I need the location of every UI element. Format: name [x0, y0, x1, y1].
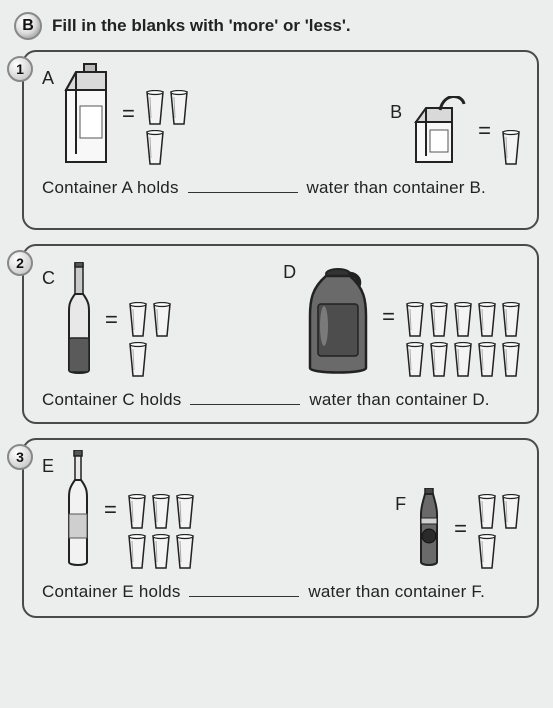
- equals-sign: =: [104, 497, 117, 523]
- glass-icon: [477, 494, 497, 530]
- figure-row: E = F =: [42, 450, 521, 570]
- milk-carton-large-icon: [62, 62, 112, 166]
- glass-icon: [477, 342, 497, 378]
- fill-blank-sentence: Container E holds water than container F…: [42, 582, 521, 602]
- glass-icon: [453, 302, 473, 338]
- glass-icon: [127, 494, 147, 530]
- exercise-header: B Fill in the blanks with 'more' or 'les…: [14, 12, 539, 40]
- glass-icon: [127, 534, 147, 570]
- question-box: E = F = Container E holds water than con…: [22, 438, 539, 618]
- glass-icon: [429, 342, 449, 378]
- glass-icon: [145, 130, 165, 166]
- sentence-pre: Container E holds: [42, 582, 181, 601]
- glass-icon: [453, 342, 473, 378]
- glass-icon: [151, 494, 171, 530]
- question-panel: 1 A = B = Container A holds: [22, 50, 539, 230]
- glass-group: [127, 494, 195, 570]
- glass-icon: [477, 534, 497, 570]
- glass-group: [145, 90, 189, 166]
- glass-icon: [145, 90, 165, 126]
- wine-bottle-icon: [63, 262, 95, 378]
- section-badge: B: [14, 12, 42, 40]
- question-panel: 2 C = D = Container C holds: [22, 244, 539, 424]
- left-group: E =: [42, 450, 195, 570]
- question-box: C = D = Container C holds water than con…: [22, 244, 539, 424]
- glass-icon: [501, 130, 521, 166]
- glass-icon: [477, 302, 497, 338]
- question-number-badge: 1: [7, 56, 33, 82]
- fill-blank-sentence: Container C holds water than container D…: [42, 390, 521, 410]
- equals-sign: =: [382, 304, 395, 330]
- fill-blank-sentence: Container A holds water than container B…: [42, 178, 521, 198]
- question-panel: 3 E = F = Container E holds: [22, 438, 539, 618]
- question-number-badge: 2: [7, 250, 33, 276]
- glass-icon: [405, 302, 425, 338]
- container-label: E: [42, 456, 54, 477]
- glass-icon: [169, 90, 189, 126]
- sentence-post: water than container B.: [307, 178, 486, 197]
- question-box: A = B = Container A holds water than con…: [22, 50, 539, 230]
- container-label: C: [42, 268, 55, 289]
- glass-group: [128, 302, 172, 378]
- section-letter: B: [22, 17, 34, 35]
- glass-icon: [501, 302, 521, 338]
- glass-icon: [175, 494, 195, 530]
- glass-icon: [405, 342, 425, 378]
- glass-icon: [152, 302, 172, 338]
- sentence-post: water than container F.: [308, 582, 485, 601]
- equals-sign: =: [478, 118, 491, 144]
- glass-group: [405, 302, 521, 378]
- glass-icon: [429, 302, 449, 338]
- equals-sign: =: [122, 101, 135, 127]
- glass-group: [501, 130, 521, 166]
- answer-blank[interactable]: [189, 583, 299, 597]
- sentence-pre: Container A holds: [42, 178, 179, 197]
- small-bottle-icon: [414, 488, 444, 570]
- right-group: B =: [390, 96, 521, 166]
- container-label: B: [390, 102, 402, 123]
- question-number-badge: 3: [7, 444, 33, 470]
- container-label: A: [42, 68, 54, 89]
- glass-icon: [501, 494, 521, 530]
- tall-bottle-icon: [62, 450, 94, 570]
- glass-icon: [128, 342, 148, 378]
- container-label: D: [283, 262, 296, 283]
- right-group: D =: [283, 256, 521, 378]
- equals-sign: =: [105, 307, 118, 333]
- sentence-post: water than container D.: [309, 390, 489, 409]
- figure-row: A = B =: [42, 62, 521, 166]
- container-label: F: [395, 494, 406, 515]
- glass-icon: [151, 534, 171, 570]
- glass-icon: [128, 302, 148, 338]
- milk-carton-small-icon: [410, 96, 468, 166]
- glass-icon: [175, 534, 195, 570]
- instruction-text: Fill in the blanks with 'more' or 'less'…: [52, 16, 351, 36]
- glass-icon: [501, 342, 521, 378]
- answer-blank[interactable]: [188, 179, 298, 193]
- answer-blank[interactable]: [190, 391, 300, 405]
- figure-row: C = D =: [42, 256, 521, 378]
- glass-group: [477, 494, 521, 570]
- left-group: C =: [42, 262, 172, 378]
- jug-icon: [304, 256, 372, 378]
- right-group: F =: [395, 488, 521, 570]
- equals-sign: =: [454, 516, 467, 542]
- sentence-pre: Container C holds: [42, 390, 181, 409]
- left-group: A =: [42, 62, 189, 166]
